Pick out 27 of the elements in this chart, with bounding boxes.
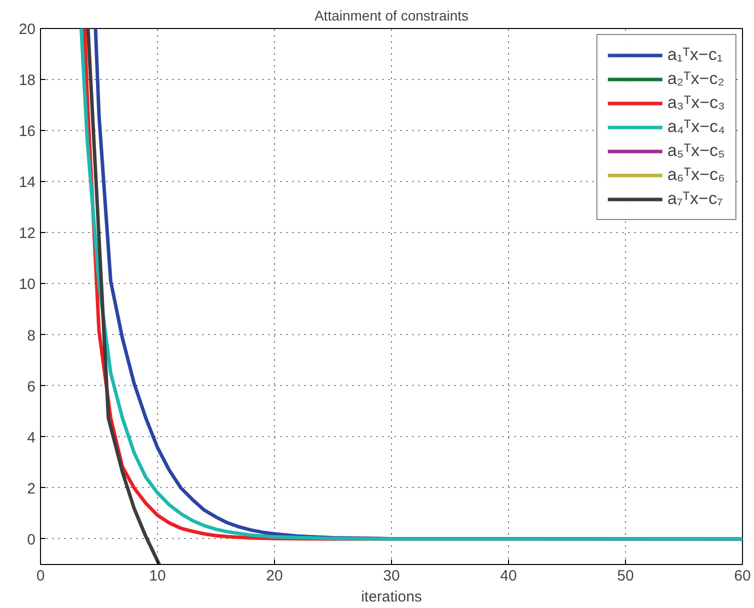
- y-tick-label: 14: [18, 174, 36, 192]
- x-tick-label: 60: [734, 568, 751, 584]
- legend-label: a₄ᵀx−c₄: [667, 117, 725, 137]
- y-tick-label: 10: [18, 276, 36, 294]
- legend-label: a₃ᵀx−c₃: [667, 93, 725, 113]
- legend-label: a₂ᵀx−c₂: [667, 69, 724, 89]
- x-tick-label: 20: [266, 568, 283, 584]
- y-tick-label: 8: [27, 327, 36, 344]
- x-axis-title: iterations: [361, 588, 422, 606]
- x-tick-label: 50: [617, 568, 634, 584]
- y-tick-label: 4: [27, 429, 36, 446]
- x-tick-label: 40: [500, 568, 517, 584]
- y-tick-label: 6: [27, 378, 36, 396]
- y-tick-label: 12: [18, 225, 36, 242]
- y-tick-label: 16: [18, 123, 36, 140]
- chart-title: Attainment of constraints: [314, 8, 469, 24]
- x-tick-label: 30: [383, 568, 400, 584]
- legend-label: a₅ᵀx−c₅: [667, 141, 725, 161]
- legend-label: a₆ᵀx−c₆: [667, 165, 725, 185]
- y-tick-label: 18: [18, 72, 36, 90]
- x-tick-label: 10: [149, 568, 166, 584]
- y-tick-label: 0: [27, 531, 36, 548]
- y-tick-label: 20: [18, 21, 36, 38]
- y-tick-label: 2: [27, 480, 36, 498]
- legend-label: a₇ᵀx−c₇: [667, 189, 723, 209]
- legend-label: a₁ᵀx−c₁: [667, 45, 723, 65]
- line-series: [86, 28, 162, 564]
